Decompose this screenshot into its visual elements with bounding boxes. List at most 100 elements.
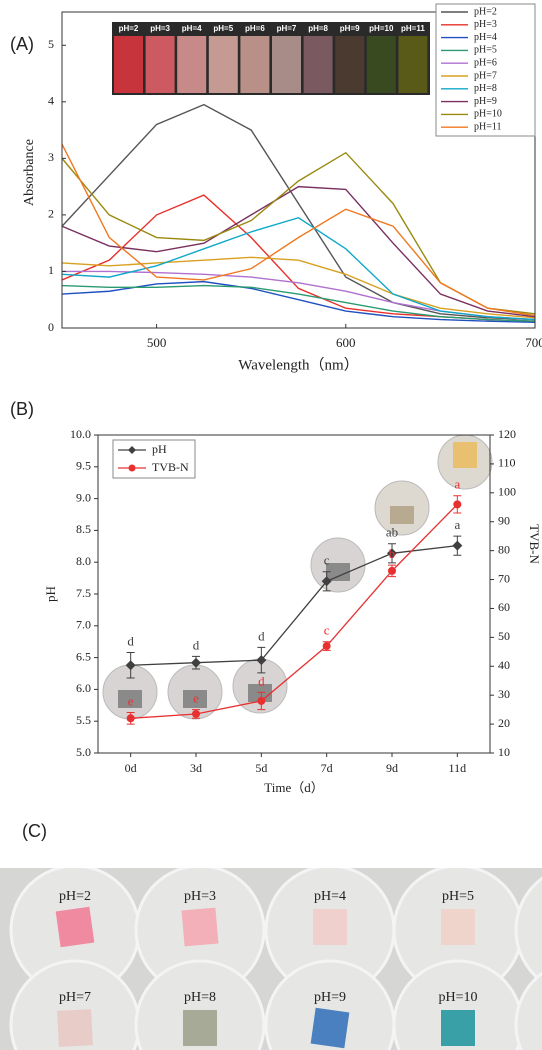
vial-label: pH=6: [245, 24, 265, 33]
test-strip: [183, 1010, 217, 1046]
legend-label: pH=11: [474, 121, 502, 132]
dish-label: pH=8: [184, 990, 216, 1005]
dish-label: pH=7: [59, 990, 91, 1005]
x-tick-label: 7d: [321, 761, 333, 775]
petri-dish: [134, 959, 266, 1050]
y2-tick-label: 20: [498, 716, 510, 730]
vial: [303, 36, 333, 93]
vial-label: pH=10: [369, 24, 394, 33]
vial: [398, 36, 428, 93]
test-strip: [310, 1007, 350, 1049]
x-axis-label: Time（d）: [264, 780, 323, 795]
y-axis-label: pH: [43, 586, 58, 602]
significance-letter: c: [324, 553, 330, 568]
x-tick-label: 700: [525, 335, 542, 350]
y-axis-label: Absorbance: [22, 139, 37, 206]
y-tick-label: 10.0: [70, 427, 91, 441]
y-tick-label: 3: [48, 150, 54, 164]
y-tick-label: 7.5: [76, 586, 91, 600]
y-tick-label: 8.5: [76, 522, 91, 536]
photo: pH=2 pH=3 pH=4 pH=5 pH=7 pH=8 pH=9 pH=10: [0, 868, 542, 1050]
y2-tick-label: 110: [498, 456, 516, 470]
x-tick-label: 3d: [190, 761, 202, 775]
legend-label: pH: [152, 442, 167, 456]
vial: [145, 36, 175, 93]
test-strip: [181, 907, 219, 947]
significance-letter: d: [258, 628, 265, 643]
point: [257, 696, 266, 705]
y2-tick-label: 120: [498, 427, 516, 441]
y2-tick-label: 50: [498, 629, 510, 643]
vial-label: pH=3: [150, 24, 170, 33]
x-tick-label: 5d: [255, 761, 267, 775]
test-strip: [55, 906, 95, 948]
point: [452, 540, 463, 551]
vial: [208, 36, 238, 93]
y-tick-label: 1: [48, 263, 54, 277]
point: [191, 657, 201, 668]
y-tick-label: 6.0: [76, 681, 91, 695]
y-tick-label: 9.5: [76, 459, 91, 473]
vial-label: pH=8: [308, 24, 328, 33]
x-tick-label: 9d: [386, 761, 398, 775]
vial: [177, 36, 207, 93]
point: [388, 566, 396, 575]
significance-letter: e: [128, 694, 134, 709]
spectrum-line: [61, 216, 536, 321]
y2-tick-label: 60: [498, 600, 510, 614]
significance-letter: b: [389, 546, 396, 561]
vial-label: pH=2: [119, 24, 139, 33]
vial-label: pH=9: [340, 24, 360, 33]
y2-tick-label: 100: [498, 485, 516, 499]
y-tick-label: 6.5: [76, 649, 91, 663]
dish-label: pH=9: [314, 990, 346, 1005]
significance-letter: ab: [386, 525, 398, 540]
petri-dish: [514, 876, 542, 984]
vial: [335, 36, 365, 93]
significance-letter: e: [193, 691, 199, 706]
series-line: [130, 545, 458, 666]
y2-axis-label: TVB-N: [527, 524, 542, 564]
sample-strip: [453, 442, 477, 468]
dish-label: pH=10: [438, 990, 477, 1005]
vial-label: pH=4: [182, 24, 202, 33]
legend-label: pH=8: [474, 83, 497, 94]
test-strip: [441, 1010, 475, 1046]
legend-label: pH=9: [474, 96, 497, 107]
y-tick-label: 4: [48, 94, 54, 108]
legend-marker: [128, 464, 136, 472]
legend-label: pH=7: [474, 70, 497, 81]
legend-label: pH=5: [474, 45, 497, 56]
x-tick-label: 11d: [449, 761, 467, 775]
sample-strip: [118, 690, 142, 708]
legend-label: pH=6: [474, 57, 497, 68]
spectrum-line: [61, 284, 536, 322]
legend-label: pH=4: [474, 32, 497, 43]
legend-label: pH=10: [474, 109, 502, 120]
y-tick-label: 7.0: [76, 618, 91, 632]
significance-letter: d: [193, 637, 200, 652]
point: [192, 709, 200, 718]
significance-letter: c: [324, 623, 330, 638]
vial: [272, 36, 301, 93]
sample-strip: [326, 563, 350, 581]
y2-tick-label: 10: [498, 745, 510, 759]
legend-label: pH=2: [474, 6, 497, 17]
dish-label: pH=2: [59, 889, 91, 904]
panel-label: (C): [22, 821, 47, 841]
y-tick-label: 0: [48, 320, 54, 334]
spectrum-line: [61, 143, 536, 317]
petri-dish: [514, 971, 542, 1050]
vial: [366, 36, 396, 93]
y-tick-label: 2: [48, 207, 54, 221]
dish-label: pH=5: [442, 889, 474, 904]
legend-box: [112, 439, 196, 479]
dish-label: pH=4: [314, 889, 346, 904]
vial-label: pH=11: [401, 24, 425, 33]
plot-frame: [97, 434, 491, 754]
y2-tick-label: 90: [498, 513, 510, 527]
y-tick-label: 5.5: [76, 713, 91, 727]
sample-strip: [183, 690, 207, 708]
series-line: [130, 503, 458, 719]
